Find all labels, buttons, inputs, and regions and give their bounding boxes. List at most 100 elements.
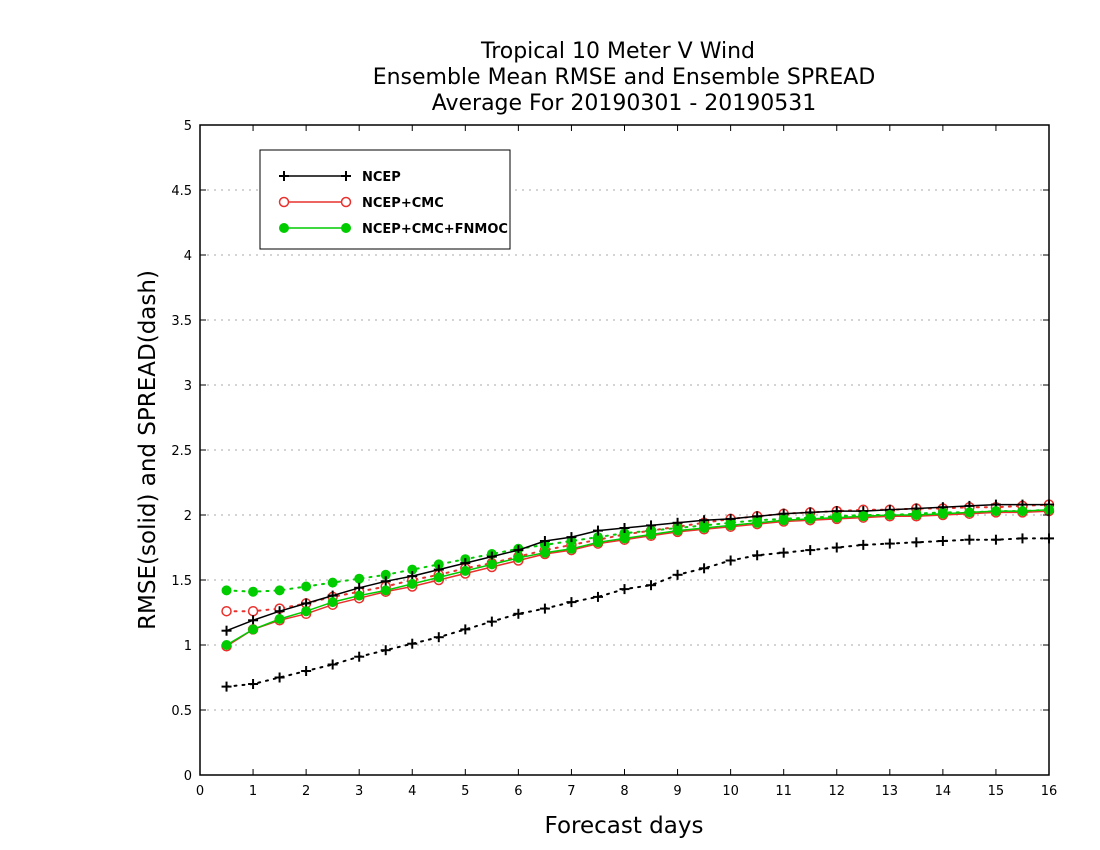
rmse-point — [486, 559, 497, 570]
spread-point — [221, 681, 232, 692]
legend-marker-start — [279, 223, 289, 233]
rmse-point — [460, 565, 471, 576]
legend-label: NCEP — [362, 170, 401, 185]
rmse-point — [858, 511, 869, 522]
rmse-point — [964, 507, 975, 518]
rmse-line — [226, 509, 1050, 646]
y-tick-label: 2 — [184, 509, 192, 524]
spread-point — [884, 538, 895, 549]
rmse-point — [274, 614, 285, 624]
rmse-point — [380, 576, 391, 587]
x-tick-label: 12 — [828, 784, 845, 799]
rmse-point — [778, 515, 789, 526]
spread-point — [539, 603, 550, 614]
rmse-point — [248, 624, 259, 635]
y-tick-label: 1.5 — [171, 574, 192, 589]
spread-point — [672, 569, 683, 580]
y-axis-label: RMSE(solid) and SPREAD(dash) — [135, 270, 161, 630]
y-axis-ticks: 0 0.5 1 1.5 2 2.5 3 3.5 4 4.5 5 — [171, 119, 1049, 784]
series-plot-area — [221, 499, 1055, 692]
rmse-point — [407, 578, 418, 589]
legend-marker-end — [341, 223, 351, 233]
rmse-point — [725, 520, 736, 531]
spread-point — [433, 632, 444, 643]
y-tick-label: 4.5 — [171, 184, 192, 199]
legend-marker-end — [340, 196, 352, 208]
legend-box — [259, 149, 511, 250]
spread-point — [248, 679, 259, 689]
gridlines — [200, 189, 1049, 711]
series-rmse-0 — [221, 499, 1054, 636]
rmse-point — [699, 523, 710, 533]
spread-point — [964, 534, 975, 545]
spread-point — [911, 537, 922, 548]
legend-label: NCEP+CMC+FNMOC — [362, 222, 508, 237]
rmse-point — [433, 572, 444, 583]
spread-point — [301, 581, 312, 592]
spread-line — [225, 508, 1050, 593]
rmse-point — [911, 510, 922, 520]
x-tick-label: 6 — [514, 784, 522, 799]
spread-point — [407, 638, 418, 649]
y-tick-label: 0 — [184, 769, 192, 784]
x-tick-label: 5 — [461, 784, 469, 799]
spread-point — [699, 563, 710, 574]
x-tick-label: 2 — [302, 784, 310, 799]
rmse-point — [248, 615, 259, 626]
chart-title: Tropical 10 Meter V Wind — [480, 39, 755, 64]
y-tick-label: 3.5 — [171, 314, 192, 329]
spread-point — [354, 573, 365, 584]
x-axis-label: Forecast days — [545, 813, 704, 839]
rmse-point — [566, 543, 577, 554]
y-tick-label: 0.5 — [171, 704, 192, 719]
x-tick-label: 1 — [249, 784, 257, 799]
spread-point — [486, 616, 497, 627]
rmse-point — [380, 585, 391, 596]
spread-point — [248, 586, 259, 597]
rmse-point — [646, 529, 657, 540]
rmse-point — [672, 525, 683, 536]
spread-point — [858, 539, 869, 550]
y-tick-label: 4 — [184, 249, 192, 264]
rmse-point — [990, 506, 1001, 517]
x-tick-label: 7 — [567, 784, 575, 799]
x-tick-label: 9 — [673, 784, 681, 799]
chart-title-block: Tropical 10 Meter V Wind Ensemble Mean R… — [373, 39, 876, 116]
legend: NCEP NCEP+CMC NCEP+CMC+FNMOC — [259, 149, 511, 250]
spread-point — [301, 666, 312, 676]
x-axis-ticks: 0 1 2 3 4 5 6 7 8 9 10 11 12 13 14 15 16 — [196, 125, 1057, 799]
x-tick-label: 11 — [775, 784, 792, 799]
spread-point — [221, 585, 232, 596]
spread-point — [380, 645, 391, 656]
rmse-point — [1017, 506, 1028, 517]
x-tick-label: 0 — [196, 784, 204, 799]
legend-marker-start — [279, 171, 289, 181]
spread-point — [1017, 533, 1028, 544]
x-tick-label: 14 — [935, 784, 952, 799]
spread-point — [937, 536, 948, 546]
rmse-point — [619, 533, 630, 544]
rmse-point — [752, 517, 763, 528]
spread-point — [646, 580, 657, 591]
x-tick-label: 16 — [1041, 784, 1058, 799]
spread-point — [274, 672, 285, 683]
legend-marker-end — [341, 171, 351, 181]
legend-item: NCEP+CMC — [278, 196, 444, 211]
spread-point — [619, 584, 630, 595]
spread-point — [354, 651, 365, 662]
spread-point — [990, 534, 1001, 545]
chart-subtitle: Ensemble Mean RMSE and Ensemble SPREAD — [373, 65, 876, 90]
spread-point — [725, 555, 736, 566]
legend-label: NCEP+CMC — [362, 196, 444, 211]
rmse-point — [805, 513, 816, 524]
x-tick-label: 4 — [408, 784, 416, 799]
series-rmse-1 — [221, 505, 1055, 652]
spread-point — [513, 608, 524, 619]
rmse-point — [831, 512, 842, 523]
rmse-point — [354, 590, 365, 601]
series-rmse-2 — [221, 504, 1054, 650]
x-tick-label: 8 — [620, 784, 628, 799]
series-spread-0 — [221, 533, 1054, 692]
rmse-point — [646, 520, 657, 531]
